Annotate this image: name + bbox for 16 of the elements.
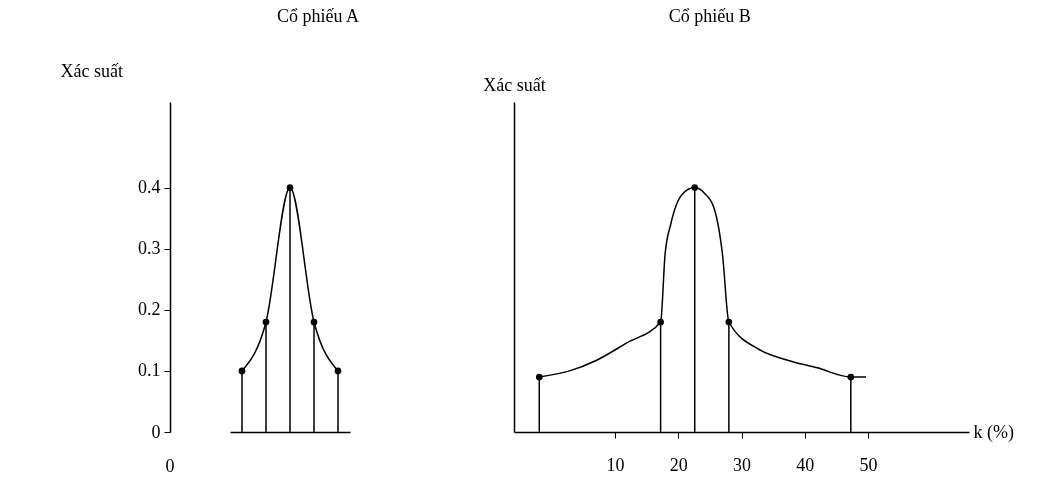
y-tick-label: 0.4 (138, 177, 161, 198)
y-axis-title: Xác suất (60, 60, 123, 81)
x-tick-label: 10 (606, 454, 625, 475)
y-tick-label: 0.2 (138, 299, 161, 320)
y-tick-label: 0 (151, 421, 161, 442)
x-tick-label: 40 (796, 454, 815, 475)
x-tick-label: 20 (669, 454, 688, 475)
y-tick-label: 0.3 (138, 238, 161, 259)
chart-title: Cổ phiếu B (668, 6, 751, 26)
text: 0 (165, 456, 175, 476)
y-axis-title: Xác suất (483, 74, 546, 95)
x-axis-title: k (%) (973, 421, 1014, 443)
y-tick-label: 0.1 (138, 360, 161, 381)
chart-title: Cổ phiếu A (276, 6, 359, 26)
x-tick-label: 50 (859, 454, 878, 475)
x-tick-label: 30 (733, 454, 751, 475)
